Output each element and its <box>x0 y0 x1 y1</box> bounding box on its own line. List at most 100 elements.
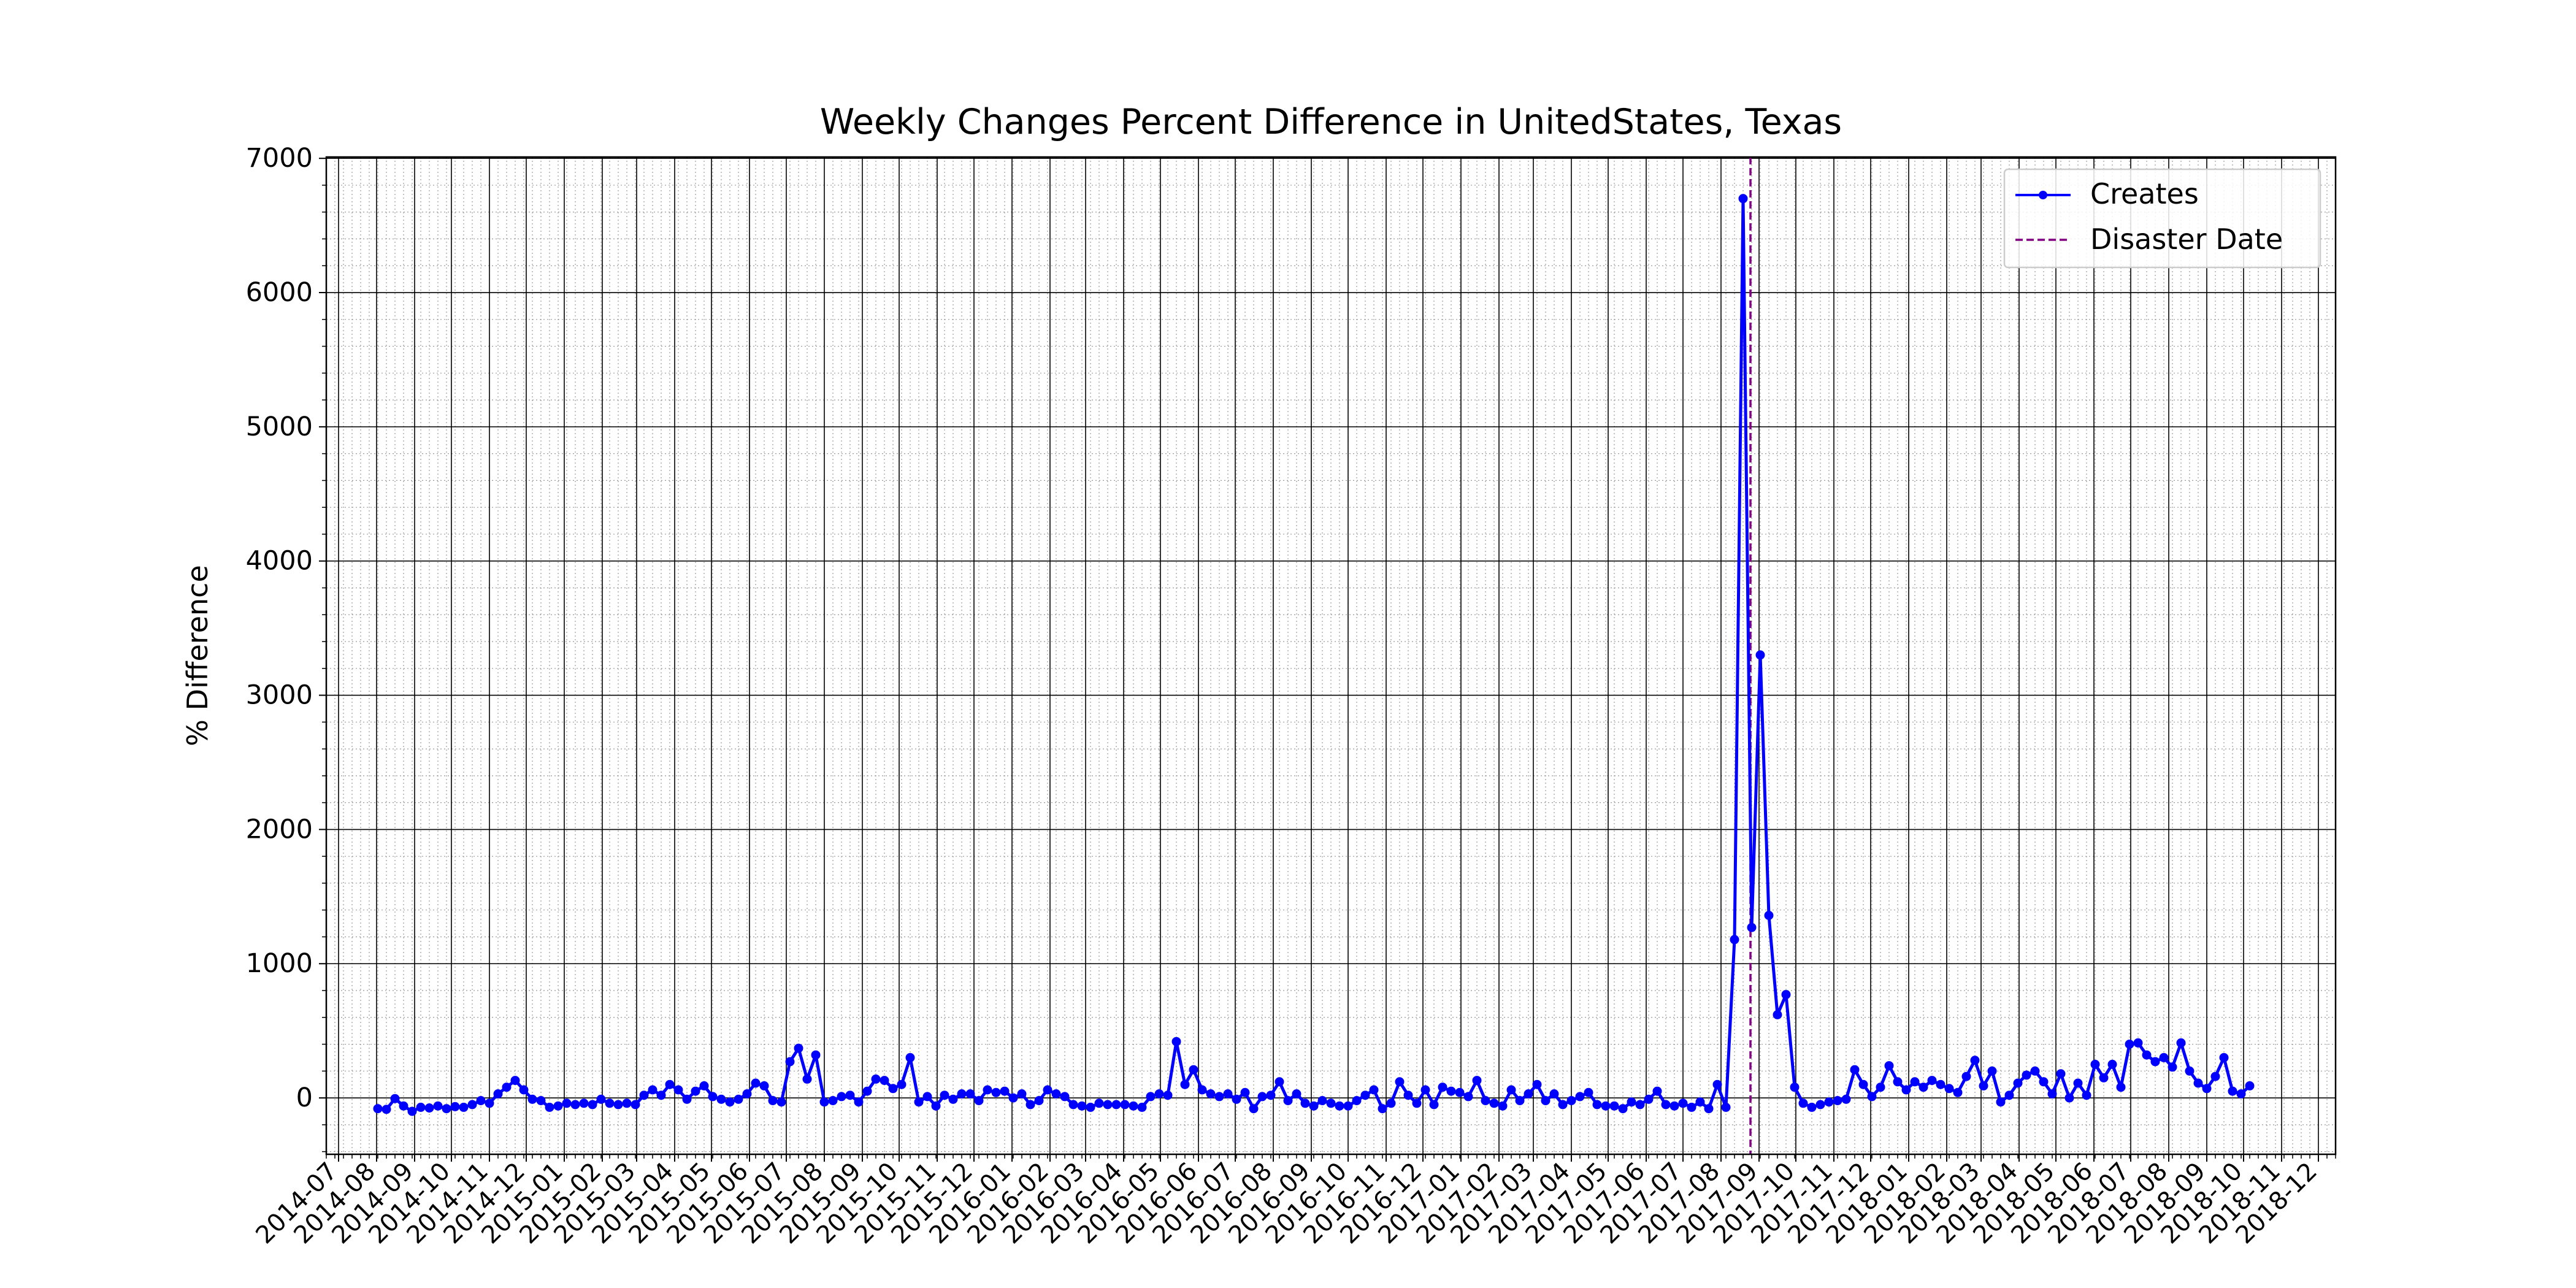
creates-data-point <box>776 1097 786 1107</box>
creates-data-point <box>1309 1101 1319 1111</box>
creates-data-point <box>1541 1096 1551 1105</box>
creates-data-point <box>2176 1038 2186 1048</box>
creates-data-point <box>1283 1096 1293 1105</box>
creates-data-point <box>1970 1056 1980 1065</box>
creates-data-point <box>1472 1076 1482 1086</box>
creates-data-point <box>1240 1087 1250 1097</box>
creates-data-point <box>1266 1091 1276 1100</box>
y-tick-label: 5000 <box>246 412 313 442</box>
creates-data-point <box>442 1104 451 1114</box>
creates-data-point <box>828 1096 838 1105</box>
creates-data-point <box>1300 1098 1310 1108</box>
creates-data-point <box>2082 1091 2091 1100</box>
creates-data-point <box>1566 1096 1576 1105</box>
legend: Creates Disaster Date <box>2003 168 2321 269</box>
creates-data-point <box>1515 1096 1525 1105</box>
creates-data-point <box>2245 1081 2255 1091</box>
creates-data-point <box>1378 1104 1387 1114</box>
creates-data-point <box>1403 1091 1413 1100</box>
creates-data-point <box>1901 1085 1911 1095</box>
creates-data-point <box>1223 1089 1233 1098</box>
creates-data-point <box>1292 1089 1301 1098</box>
major-grid <box>326 157 2336 1154</box>
creates-data-point <box>2073 1078 2083 1088</box>
creates-data-point <box>2159 1052 2169 1062</box>
creates-data-point <box>631 1100 640 1110</box>
creates-data-point <box>1876 1083 1885 1092</box>
creates-data-point <box>837 1092 846 1102</box>
creates-data-point <box>2125 1040 2134 1049</box>
creates-data-point <box>1635 1100 1645 1110</box>
creates-data-point <box>399 1101 408 1111</box>
creates-data-point <box>1987 1066 1997 1076</box>
creates-data-point <box>1214 1092 1224 1102</box>
creates-data-point <box>1043 1085 1052 1095</box>
creates-data-point <box>2150 1057 2160 1067</box>
creates-data-point <box>1120 1100 1130 1110</box>
creates-data-point <box>854 1097 864 1107</box>
creates-data-point <box>1661 1100 1671 1110</box>
creates-data-point <box>1275 1077 1284 1087</box>
creates-data-point <box>1455 1087 1465 1097</box>
creates-data-point <box>965 1089 975 1098</box>
creates-data-point <box>2030 1066 2040 1076</box>
creates-data-point <box>888 1084 898 1094</box>
creates-data-point <box>1524 1089 1533 1098</box>
creates-data-point <box>1790 1083 1800 1092</box>
creates-data-point <box>734 1094 743 1104</box>
creates-data-point <box>948 1094 958 1104</box>
creates-data-point <box>605 1098 615 1108</box>
creates-data-point <box>940 1091 949 1100</box>
creates-data-point <box>373 1104 383 1114</box>
creates-data-point <box>2004 1091 2014 1100</box>
creates-data-point <box>1867 1092 1877 1102</box>
creates-data-point <box>785 1057 795 1067</box>
creates-data-point <box>871 1074 881 1084</box>
creates-data-point <box>1249 1104 1259 1114</box>
creates-data-point <box>2013 1078 2023 1088</box>
creates-data-point <box>1936 1079 1945 1089</box>
creates-data-point <box>2202 1084 2212 1094</box>
creates-data-point <box>1412 1098 1422 1108</box>
creates-data-point <box>1420 1085 1430 1095</box>
creates-data-point <box>596 1094 606 1104</box>
creates-data-point <box>931 1101 941 1111</box>
creates-data-point <box>665 1079 675 1089</box>
creates-data-point <box>802 1074 812 1084</box>
creates-data-point <box>1618 1104 1628 1114</box>
legend-creates-marker <box>2039 191 2047 199</box>
creates-data-point <box>1609 1101 1619 1111</box>
creates-data-point <box>588 1100 597 1110</box>
creates-data-point <box>1601 1101 1611 1111</box>
creates-data-point <box>1773 1010 1782 1019</box>
creates-data-point <box>673 1085 683 1095</box>
creates-data-point <box>1807 1102 1817 1112</box>
creates-data-point <box>759 1081 769 1091</box>
creates-data-point <box>570 1100 580 1110</box>
creates-data-point <box>656 1091 666 1100</box>
creates-data-point <box>708 1092 718 1102</box>
creates-data-point <box>2090 1059 2100 1069</box>
creates-data-point <box>768 1096 778 1105</box>
creates-data-point <box>2185 1066 2195 1076</box>
creates-data-point <box>1463 1092 1473 1102</box>
creates-data-point <box>2210 1071 2220 1081</box>
creates-data-point <box>1017 1089 1027 1098</box>
creates-data-point <box>2133 1038 2143 1048</box>
creates-data-point <box>974 1096 984 1105</box>
y-tick-label: 4000 <box>246 546 313 577</box>
creates-data-point <box>1652 1086 1662 1096</box>
creates-data-point <box>2236 1089 2246 1098</box>
creates-data-point <box>1575 1092 1585 1102</box>
legend-box <box>2003 168 2321 269</box>
creates-data-point <box>794 1043 803 1053</box>
creates-data-point <box>390 1094 400 1103</box>
creates-data-point <box>1335 1101 1344 1111</box>
creates-data-point <box>880 1076 889 1086</box>
creates-data-point <box>467 1100 477 1110</box>
creates-data-point <box>485 1098 494 1108</box>
creates-data-point <box>1446 1086 1456 1096</box>
creates-data-point <box>819 1097 829 1107</box>
creates-data-point <box>1549 1089 1559 1098</box>
creates-data-point <box>1824 1097 1834 1107</box>
